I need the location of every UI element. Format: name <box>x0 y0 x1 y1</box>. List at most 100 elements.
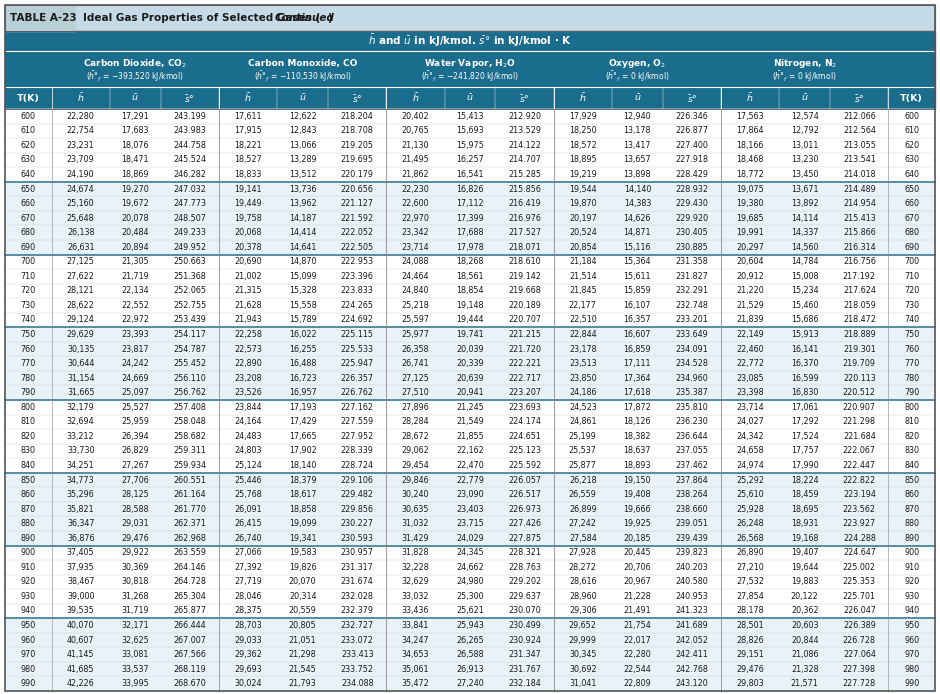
Text: 20,197: 20,197 <box>569 214 597 223</box>
Text: 227.400: 227.400 <box>676 141 709 150</box>
Text: 240.953: 240.953 <box>676 592 709 601</box>
Text: 231.674: 231.674 <box>341 577 373 586</box>
Text: 26,890: 26,890 <box>736 548 764 557</box>
Text: 21,315: 21,315 <box>234 287 262 296</box>
Text: 830: 830 <box>21 446 36 455</box>
Text: 230.405: 230.405 <box>676 228 709 237</box>
Bar <box>5 31 935 109</box>
Text: 26,568: 26,568 <box>736 534 764 543</box>
Text: 28,960: 28,960 <box>569 592 597 601</box>
Text: 229.856: 229.856 <box>340 505 374 514</box>
Text: 26,559: 26,559 <box>569 490 597 499</box>
Text: 14,187: 14,187 <box>289 214 317 223</box>
Text: 16,826: 16,826 <box>456 185 484 194</box>
Text: 227.162: 227.162 <box>340 403 374 412</box>
Text: 28,588: 28,588 <box>121 505 149 514</box>
Text: 27,622: 27,622 <box>67 272 95 281</box>
Text: 218.071: 218.071 <box>509 243 540 252</box>
Text: 19,407: 19,407 <box>791 548 819 557</box>
Text: 30,692: 30,692 <box>569 665 597 674</box>
Text: 230.070: 230.070 <box>509 607 540 616</box>
Text: 37,935: 37,935 <box>67 563 95 572</box>
Text: 245.524: 245.524 <box>173 155 207 164</box>
Text: 19,672: 19,672 <box>121 199 149 208</box>
Text: 267.566: 267.566 <box>173 650 206 659</box>
Text: 23,403: 23,403 <box>456 505 484 514</box>
Text: 22,600: 22,600 <box>401 199 430 208</box>
Text: 15,364: 15,364 <box>623 257 651 266</box>
Text: 16,723: 16,723 <box>289 373 317 382</box>
Text: 12,622: 12,622 <box>289 112 317 121</box>
Text: 19,644: 19,644 <box>791 563 819 572</box>
Text: 970: 970 <box>21 650 36 659</box>
Text: 19,408: 19,408 <box>623 490 651 499</box>
Text: 680: 680 <box>21 228 36 237</box>
Bar <box>5 414 935 429</box>
Text: 21,628: 21,628 <box>234 301 262 310</box>
Text: 227.875: 227.875 <box>508 534 541 543</box>
Text: 264.728: 264.728 <box>173 577 206 586</box>
Text: Carbon Dioxide, CO$_2$: Carbon Dioxide, CO$_2$ <box>84 58 187 70</box>
Text: 214.018: 214.018 <box>843 170 876 179</box>
Bar <box>5 167 935 182</box>
Text: 29,454: 29,454 <box>401 461 430 470</box>
Text: 20,690: 20,690 <box>234 257 262 266</box>
Text: 17,902: 17,902 <box>289 446 317 455</box>
Text: 220.113: 220.113 <box>843 373 876 382</box>
Text: 254.117: 254.117 <box>173 330 206 339</box>
Text: 19,666: 19,666 <box>623 505 651 514</box>
Text: 256.762: 256.762 <box>173 388 207 397</box>
Bar <box>5 400 935 414</box>
Text: 29,476: 29,476 <box>736 665 764 674</box>
Text: 600: 600 <box>904 112 919 121</box>
Text: 31,429: 31,429 <box>401 534 430 543</box>
Text: 29,124: 29,124 <box>67 316 95 325</box>
Bar <box>5 604 935 618</box>
Text: 18,471: 18,471 <box>121 155 149 164</box>
Text: 20,844: 20,844 <box>791 636 819 645</box>
Text: 20,362: 20,362 <box>791 607 819 616</box>
Text: 22,162: 22,162 <box>456 446 484 455</box>
Text: 263.559: 263.559 <box>173 548 207 557</box>
Bar <box>5 589 935 604</box>
Text: 17,563: 17,563 <box>736 112 764 121</box>
Text: 19,150: 19,150 <box>623 475 651 484</box>
Text: 27,210: 27,210 <box>736 563 764 572</box>
Text: 21,839: 21,839 <box>736 316 764 325</box>
Text: 231.827: 231.827 <box>676 272 709 281</box>
Text: 19,449: 19,449 <box>234 199 262 208</box>
Text: 17,688: 17,688 <box>456 228 484 237</box>
Text: 16,830: 16,830 <box>791 388 819 397</box>
Text: 237.055: 237.055 <box>676 446 709 455</box>
Bar <box>5 31 935 109</box>
Text: 930: 930 <box>21 592 36 601</box>
Text: 25,877: 25,877 <box>569 461 597 470</box>
Text: 32,228: 32,228 <box>401 563 430 572</box>
Text: 18,854: 18,854 <box>456 287 484 296</box>
Text: 19,270: 19,270 <box>121 185 149 194</box>
Text: 21,220: 21,220 <box>736 287 764 296</box>
Text: 22,510: 22,510 <box>569 316 597 325</box>
Text: 24,803: 24,803 <box>234 446 262 455</box>
Text: 12,940: 12,940 <box>623 112 651 121</box>
Text: 224.174: 224.174 <box>509 417 541 426</box>
Text: 216.756: 216.756 <box>843 257 876 266</box>
Text: 238.660: 238.660 <box>676 505 708 514</box>
Text: 32,625: 32,625 <box>121 636 149 645</box>
Text: 14,641: 14,641 <box>289 243 317 252</box>
Text: 25,621: 25,621 <box>456 607 484 616</box>
Text: 21,862: 21,862 <box>401 170 430 179</box>
Text: 18,224: 18,224 <box>791 475 819 484</box>
Text: 219.695: 219.695 <box>340 155 374 164</box>
Text: ($\bar{h}°_f$ = 0 kJ/kmol): ($\bar{h}°_f$ = 0 kJ/kmol) <box>773 69 837 84</box>
Text: 262.968: 262.968 <box>173 534 206 543</box>
Text: 23,715: 23,715 <box>456 519 484 528</box>
Text: 232.184: 232.184 <box>509 679 540 688</box>
Bar <box>5 429 935 443</box>
Text: 13,178: 13,178 <box>623 126 651 135</box>
Text: 730: 730 <box>904 301 919 310</box>
Text: 218.472: 218.472 <box>843 316 876 325</box>
Bar <box>5 648 935 662</box>
Text: 20,068: 20,068 <box>234 228 262 237</box>
Text: $\bar{s}°$: $\bar{s}°$ <box>184 92 196 103</box>
